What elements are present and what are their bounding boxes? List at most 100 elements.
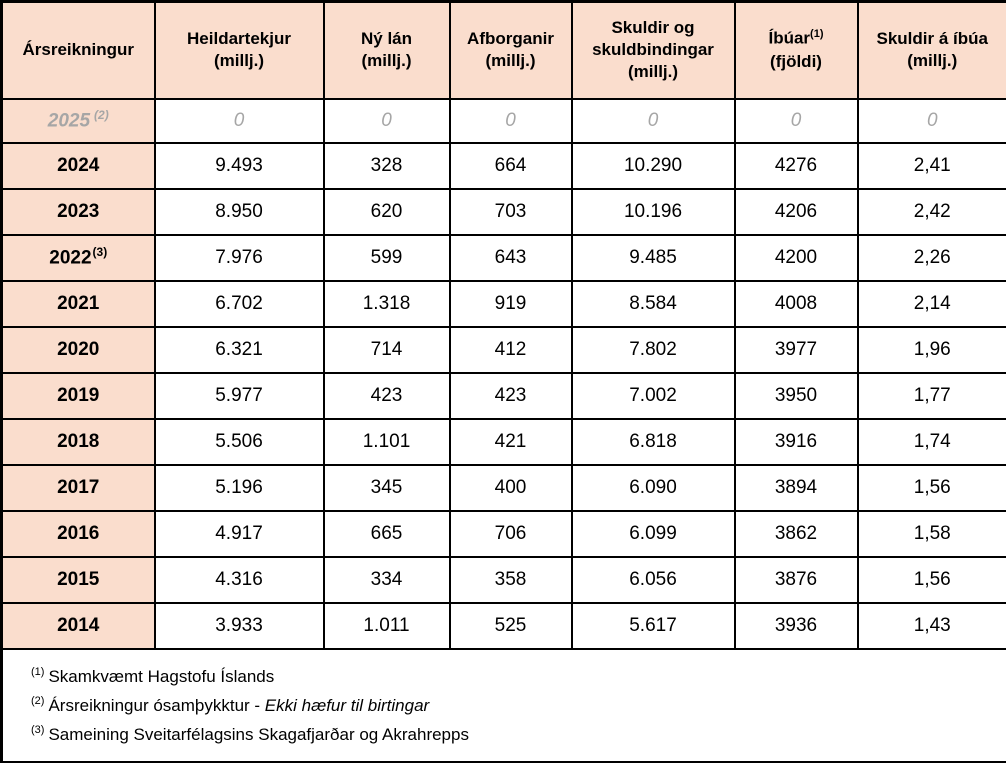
data-cell-heildartekjur: 8.950 xyxy=(153,187,325,236)
year-cell-2023: 2023 xyxy=(0,187,156,236)
data-cell-ibuar: 4206 xyxy=(733,187,859,236)
table-row-2014: 2014 3.933 1.011 525 5.617 3936 1,43 xyxy=(0,601,1006,650)
footnote-marker: (2) xyxy=(94,108,109,123)
column-header-label: Skuldir og skuldbindingar xyxy=(592,17,714,60)
data-cell-heildartekjur: 6.702 xyxy=(153,279,325,328)
data-cell-afborganir: 412 xyxy=(448,325,573,374)
data-cell-afborganir: 703 xyxy=(448,187,573,236)
column-header-arsreikningur: Ársreikningur xyxy=(0,0,156,100)
data-cell-heildartekjur: 5.506 xyxy=(153,417,325,466)
column-header-heildartekjur: Heildartekjur (millj.) xyxy=(153,0,325,100)
data-cell-ny-lan: 665 xyxy=(322,509,451,558)
data-cell-skuldir-og-skuldbindingar: 7.802 xyxy=(570,325,736,374)
data-cell-ibuar: 3936 xyxy=(733,601,859,650)
data-cell-afborganir: 706 xyxy=(448,509,573,558)
footnote-text: Sameining Sveitarfélagsins Skagafjarðar … xyxy=(48,725,469,744)
data-cell-afborganir: 664 xyxy=(448,141,573,190)
year-label: 2024 xyxy=(57,154,100,176)
table-row-2025: 2025 (2) 0 0 0 0 0 0 xyxy=(0,97,1006,144)
data-cell-ibuar: 3950 xyxy=(733,371,859,420)
table-row-2020: 2020 6.321 714 412 7.802 3977 1,96 xyxy=(0,325,1006,374)
year-cell-2018: 2018 xyxy=(0,417,156,466)
data-cell-afborganir: 643 xyxy=(448,233,573,282)
data-cell-heildartekjur: 4.316 xyxy=(153,555,325,604)
footnote-text: Skamkvæmt Hagstofu Íslands xyxy=(48,666,275,686)
data-cell-heildartekjur: 6.321 xyxy=(153,325,325,374)
year-cell-2015: 2015 xyxy=(0,555,156,604)
data-cell-afborganir: 358 xyxy=(448,555,573,604)
data-cell-skuldir-a-ibua: 2,42 xyxy=(856,187,1006,236)
data-cell-ny-lan: 620 xyxy=(322,187,451,236)
data-cell-ny-lan: 1.101 xyxy=(322,417,451,466)
data-cell-ibuar: 0 xyxy=(733,97,859,144)
data-cell-afborganir: 525 xyxy=(448,601,573,650)
data-cell-skuldir-og-skuldbindingar: 6.056 xyxy=(570,555,736,604)
data-cell-heildartekjur: 5.977 xyxy=(153,371,325,420)
year-cell-2016: 2016 xyxy=(0,509,156,558)
year-label: 2019 xyxy=(57,384,100,406)
year-cell-2021: 2021 xyxy=(0,279,156,328)
table-footer: (1) Skamkvæmt Hagstofu Íslands (2) Ársreikn… xyxy=(0,647,1006,763)
header-row: Ársreikningur Heildartekjur (millj.) Ný lán… xyxy=(0,0,1006,100)
data-cell-skuldir-a-ibua: 1,43 xyxy=(856,601,1006,650)
data-cell-ny-lan: 334 xyxy=(322,555,451,604)
year-cell-2014: 2014 xyxy=(0,601,156,650)
year-label: 2015 xyxy=(57,568,100,590)
year-cell-2019: 2019 xyxy=(0,371,156,420)
column-header-label: Skuldir á íbúa xyxy=(876,28,988,48)
footnote-marker: (3) xyxy=(92,245,108,260)
data-cell-skuldir-a-ibua: 0 xyxy=(856,97,1006,144)
column-header-skuldir-og-skuldbindingar: Skuldir og skuldbindingar (millj.) xyxy=(570,0,736,100)
column-header-unit: (millj.) xyxy=(213,51,265,71)
data-cell-skuldir-a-ibua: 1,56 xyxy=(856,463,1006,512)
data-cell-ibuar: 3894 xyxy=(733,463,859,512)
year-cell-2022: 2022(3) xyxy=(0,233,156,282)
data-cell-afborganir: 400 xyxy=(448,463,573,512)
data-cell-skuldir-a-ibua: 1,74 xyxy=(856,417,1006,466)
year-cell-2024: 2024 xyxy=(0,141,156,190)
data-cell-skuldir-og-skuldbindingar: 6.818 xyxy=(570,417,736,466)
data-cell-skuldir-og-skuldbindingar: 10.196 xyxy=(570,187,736,236)
footnote-1: (1) Skamkvæmt Hagstofu Íslands xyxy=(31,666,996,687)
year-label: 2023 xyxy=(57,200,100,222)
column-header-unit: (millj.) xyxy=(907,51,958,71)
data-cell-ny-lan: 328 xyxy=(322,141,451,190)
data-cell-ibuar: 3916 xyxy=(733,417,859,466)
column-header-label: Afborganir xyxy=(467,28,554,48)
table-row-2022: 2022(3) 7.976 599 643 9.485 4200 2,26 xyxy=(0,233,1006,282)
table-row-2017: 2017 5.196 345 400 6.090 3894 1,56 xyxy=(0,463,1006,512)
footnote-marker: (1) xyxy=(810,28,824,41)
footnote-3: (3) Sameining Sveitarfélagsins Skagafjarð… xyxy=(31,724,996,745)
table-row-2024: 2024 9.493 328 664 10.290 4276 2,41 xyxy=(0,141,1006,190)
footnotes-row: (1) Skamkvæmt Hagstofu Íslands (2) Ársreikn… xyxy=(0,647,1006,763)
year-cell-2020: 2020 xyxy=(0,325,156,374)
data-cell-skuldir-a-ibua: 1,77 xyxy=(856,371,1006,420)
data-cell-heildartekjur: 4.917 xyxy=(153,509,325,558)
data-cell-heildartekjur: 5.196 xyxy=(153,463,325,512)
year-label: 2020 xyxy=(57,338,100,360)
column-header-afborganir: Afborganir (millj.) xyxy=(448,0,573,100)
table-row-2018: 2018 5.506 1.101 421 6.818 3916 1,74 xyxy=(0,417,1006,466)
data-cell-skuldir-a-ibua: 1,56 xyxy=(856,555,1006,604)
data-cell-heildartekjur: 7.976 xyxy=(153,233,325,282)
footnote-2: (2) Ársreikningur ósamþykktur - Ekki hæfu… xyxy=(31,695,996,716)
footnote-marker: (2) xyxy=(31,695,45,708)
data-cell-ny-lan: 345 xyxy=(322,463,451,512)
table-header: Ársreikningur Heildartekjur (millj.) Ný lán… xyxy=(0,0,1006,100)
data-cell-afborganir: 919 xyxy=(448,279,573,328)
data-cell-skuldir-a-ibua: 2,14 xyxy=(856,279,1006,328)
data-cell-afborganir: 421 xyxy=(448,417,573,466)
column-header-skuldir-a-ibua: Skuldir á íbúa (millj.) xyxy=(856,0,1006,100)
data-cell-afborganir: 423 xyxy=(448,371,573,420)
footnotes: (1) Skamkvæmt Hagstofu Íslands (2) Ársreikn… xyxy=(0,647,1006,763)
data-cell-skuldir-a-ibua: 1,58 xyxy=(856,509,1006,558)
column-header-unit: (millj.) xyxy=(361,51,412,71)
column-header-unit: (millj.) xyxy=(485,51,536,71)
data-cell-ibuar: 3862 xyxy=(733,509,859,558)
column-header-unit: (millj.) xyxy=(627,62,679,82)
column-header-unit: (fjöldi) xyxy=(770,51,822,71)
year-label: 2018 xyxy=(57,430,100,452)
year-label: 2025 xyxy=(47,110,91,132)
data-cell-afborganir: 0 xyxy=(448,97,573,144)
column-header-ibuar: Íbúar(1) (fjöldi) xyxy=(733,0,859,100)
